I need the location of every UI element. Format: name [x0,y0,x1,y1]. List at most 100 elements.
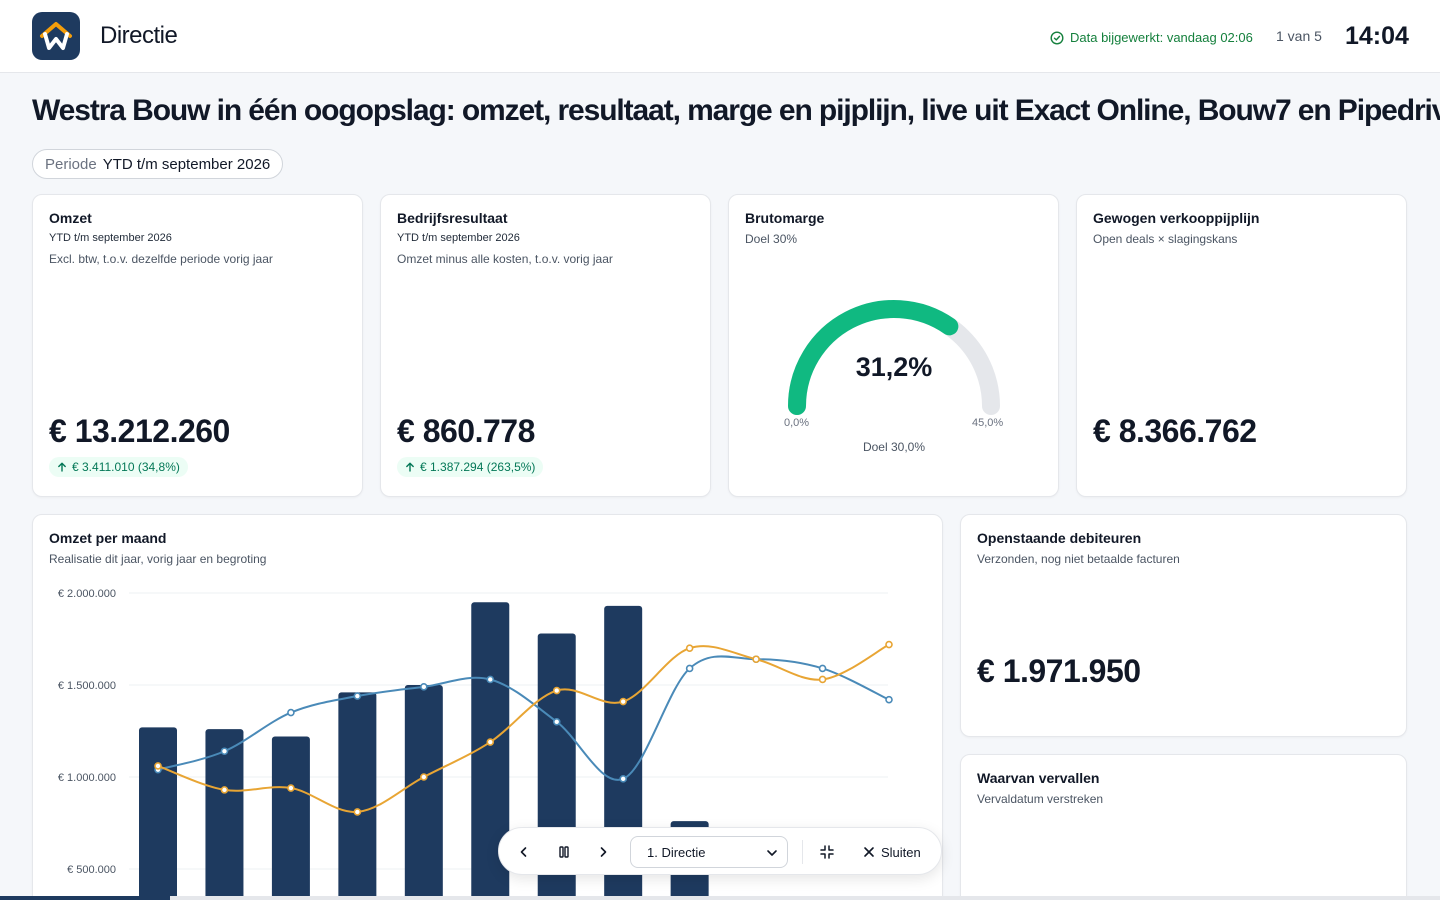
slideshow-progress-fill [0,896,170,900]
card-description: Open deals × slagingskans [1093,232,1238,246]
kpi-value: € 860.778 [397,413,535,449]
period-label: Periode [45,155,97,173]
playback-controls: 1. Directie Sluiten [498,827,942,875]
data-point [552,686,561,695]
y-tick-label: € 1.000.000 [58,772,116,784]
series-line [157,655,890,781]
debiteuren-card: Openstaande debiteuren Verzonden, nog ni… [960,514,1407,737]
gauge-target-label: Doel 30,0% [862,440,926,454]
data-point [552,718,561,726]
card-description: Omzet minus alle kosten, t.o.v. vorig ja… [397,252,613,266]
data-point [220,786,229,794]
data-point [885,640,893,649]
card-description: Verzonden, nog niet betaalde facturen [977,552,1180,566]
kpi-card-omzet: Omzet YTD t/m september 2026 Excl. btw, … [32,194,363,497]
card-description: Realisatie dit jaar, vorig jaar en begro… [49,552,267,566]
period-chip[interactable]: Periode YTD t/m september 2026 [32,149,284,179]
bar [404,685,443,900]
data-point [486,738,495,746]
pause-icon[interactable] [552,840,576,864]
card-title: Openstaande debiteuren [977,530,1142,546]
data-point [486,675,495,684]
data-point [420,773,428,781]
delta-badge: € 1.387.294 (263,5%) [397,457,544,477]
card-subtitle: YTD t/m september 2026 [49,232,172,244]
kpi-card-resultaat: Bedrijfsresultaat YTD t/m september 2026… [380,194,711,497]
data-point [818,664,827,673]
close-label: Sluiten [881,844,921,860]
card-title: Brutomarge [745,210,825,226]
bar [604,605,643,900]
data-point [353,692,362,700]
top-bar: Directie Data bijgewerkt: vandaag 02:06 … [0,0,1440,73]
page-indicator: 1 van 5 [1276,28,1322,44]
close-button[interactable]: Sluiten [863,840,921,864]
card-title: Omzet [49,210,92,226]
margin-gauge [788,300,1000,415]
sync-status: Data bijgewerkt: vandaag 02:06 [1050,30,1253,45]
data-point [154,762,162,770]
bar [471,602,510,900]
data-point [619,697,627,706]
data-point [220,747,229,756]
omzet-chart-card: Omzet per maand Realisatie dit jaar, vor… [32,514,943,900]
clock: 14:04 [1345,22,1409,50]
page-headline: Westra Bouw in één oogopslag: omzet, res… [32,94,1440,127]
card-title: Bedrijfsresultaat [397,210,508,226]
data-point [885,695,893,704]
bar [139,727,177,900]
arrow-up-icon [406,462,414,472]
card-description: Doel 30% [745,232,798,246]
slideshow-progress [0,896,1440,900]
close-icon [864,847,874,857]
divider [802,840,803,864]
sync-status-text: Data bijgewerkt: vandaag 02:06 [1070,30,1253,45]
arrow-up-icon [58,462,66,472]
card-subtitle: YTD t/m september 2026 [397,232,520,244]
data-point [420,683,428,691]
gauge-min-label: 0,0% [784,417,810,429]
card-description: Vervaldatum verstreken [977,792,1104,806]
kpi-value: € 13.212.260 [49,413,230,449]
kpi-value: € 8.366.762 [1093,413,1257,449]
series-line [157,643,890,813]
data-point [287,784,295,792]
delta-text: € 1.387.294 (263,5%) [420,460,536,474]
omzet-chart: € 500.000 € 1.000.000 € 1.500.000 € 2.000.0… [58,588,893,900]
chevron-right-icon[interactable] [591,840,615,864]
delta-text: € 3.411.010 (34,8%) [72,460,180,474]
chevron-left-icon[interactable] [512,840,536,864]
card-title: Waarvan vervallen [977,770,1100,786]
period-value: YTD t/m september 2026 [102,155,271,173]
gauge-max-label: 45,0% [972,417,1004,429]
y-tick-label: € 500.000 [67,864,116,876]
data-point [287,708,295,717]
card-title: Omzet per maand [49,530,167,546]
dashboard-select-value: 1. Directie [647,844,706,860]
data-point [685,644,694,652]
debiteuren-value: € 1.971.950 [977,653,1141,689]
kpi-card-brutomarge: Brutomarge Doel 30% 31,2% 0,0% 45,0% Doe… [728,194,1059,497]
logo-icon [32,12,80,60]
y-tick-label: € 2.000.000 [58,588,116,600]
delta-badge: € 3.411.010 (34,8%) [49,457,188,477]
bar [271,736,310,900]
bar [205,729,244,900]
data-point [752,655,760,664]
card-title: Gewogen verkooppijplijn [1093,210,1260,226]
card-description: Excl. btw, t.o.v. dezelfde periode vorig… [49,252,273,266]
chevron-down-icon [767,850,777,856]
vervallen-card: Waarvan vervallen Vervaldatum verstreken [960,754,1407,900]
data-point [619,775,627,783]
minimize-icon[interactable] [815,840,839,864]
data-point [818,675,827,684]
gauge-fill [788,300,959,415]
check-circle-icon [1050,30,1064,45]
app-title: Directie [100,22,178,49]
data-point [685,664,694,673]
data-point [353,808,362,816]
kpi-card-pijplijn: Gewogen verkooppijplijn Open deals × sla… [1076,194,1407,497]
dashboard-select[interactable]: 1. Directie [630,836,788,868]
bar [338,692,377,900]
y-tick-label: € 1.500.000 [58,680,116,692]
